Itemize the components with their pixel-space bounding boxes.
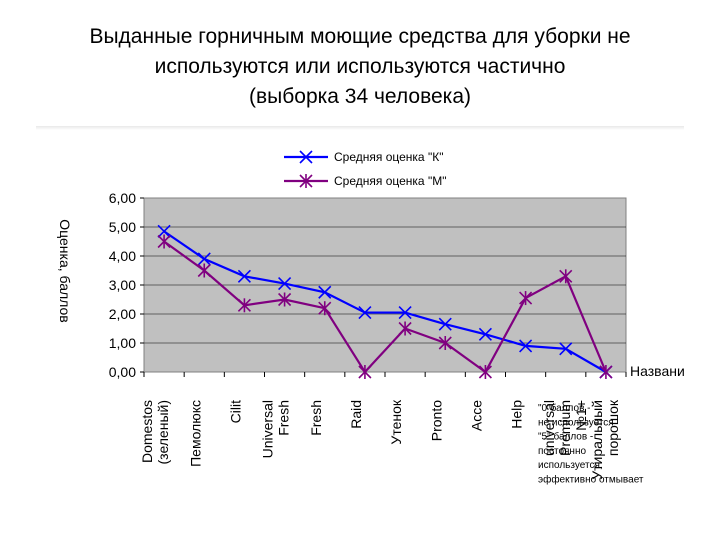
annotation-line: не используется	[538, 417, 614, 428]
slide-title: Выданные горничным моющие средства для у…	[20, 22, 700, 112]
x-category-label: порошок	[605, 399, 621, 456]
annotation-line: используется,	[538, 460, 603, 471]
y-tick-label: 2,00	[109, 306, 136, 322]
title-line-3: (выборка 34 человека)	[249, 85, 471, 108]
data-point	[438, 336, 452, 350]
data-point	[197, 263, 211, 278]
x-category-label: Fresh	[276, 400, 292, 436]
data-point	[478, 365, 492, 379]
data-point	[599, 365, 613, 379]
y-axis-title: Оценка, баллов	[57, 219, 73, 322]
legend-label: Средняя оценка "К"	[334, 150, 443, 164]
legend-entry: Средняя оценка "М"	[284, 174, 446, 188]
x-category-label: №1+	[573, 400, 589, 431]
data-point	[237, 298, 251, 313]
data-point	[278, 292, 292, 307]
x-category-label: Domestos	[139, 400, 155, 463]
data-point-mark	[318, 285, 332, 299]
data-point-mark	[157, 224, 171, 238]
data-point-mark	[438, 317, 452, 331]
data-point	[318, 285, 332, 299]
x-category-label: Help	[509, 400, 525, 429]
data-point	[237, 269, 251, 283]
data-point	[478, 327, 492, 341]
data-point-mark	[398, 305, 412, 320]
data-point-mark	[197, 252, 211, 266]
chart-frame: 0,00 1,00 2,00 3,00 4,00 5,00 6,00 Оценка, балл…	[36, 126, 718, 488]
title-line-1: Выданные горничным моющие средства для у…	[89, 25, 631, 48]
x-category-label: Acce	[468, 400, 484, 431]
x-category-label: (зеленый)	[155, 400, 171, 464]
x-category-label: Пемолюкс	[187, 400, 203, 467]
data-point-mark	[358, 305, 372, 320]
data-point	[318, 301, 332, 316]
data-point	[157, 234, 171, 249]
y-tick-label: 0,00	[109, 364, 136, 380]
x-category-label: Premium	[557, 400, 573, 456]
data-point	[197, 252, 211, 266]
series-line	[163, 240, 607, 374]
y-tick-label: 6,00	[109, 190, 136, 206]
data-point-mark	[519, 339, 533, 353]
data-point	[519, 291, 533, 306]
data-point-mark	[278, 276, 292, 291]
x-category-label: Утиральный	[589, 400, 605, 480]
data-point-mark	[559, 342, 573, 356]
annotation-line: эффективно отмывает	[538, 474, 644, 486]
x-category-label: Утенок	[388, 399, 404, 444]
y-tick-label: 5,00	[109, 219, 136, 235]
x-category-label: Cilit	[227, 400, 243, 423]
legend-label: Средняя оценка "М"	[334, 174, 446, 188]
series-line	[163, 230, 607, 373]
x-category-label: Universal	[260, 400, 276, 458]
data-point	[157, 224, 171, 238]
y-tick-label: 3,00	[109, 277, 136, 293]
annotation-line: постоянно	[538, 446, 586, 457]
title-line-2: используются или используются частично	[154, 55, 566, 78]
data-point	[398, 321, 412, 336]
x-axis-title: Название МС	[630, 363, 684, 379]
annotation-line: "5" баллов -	[538, 431, 593, 443]
x-category-label: Raid	[348, 400, 364, 429]
y-tick-label: 1,00	[109, 335, 136, 351]
data-point	[559, 269, 573, 284]
data-point	[398, 305, 412, 320]
data-point-mark	[478, 327, 492, 341]
data-point	[438, 317, 452, 331]
legend-entry: Средняя оценка "К"	[284, 150, 443, 164]
data-point	[358, 365, 372, 379]
x-category-label: universal	[541, 400, 557, 456]
data-point-mark	[237, 269, 251, 283]
x-category-label: Pronto	[428, 400, 444, 441]
annotation-line: "0"баллов -	[538, 402, 591, 414]
data-point	[519, 339, 533, 353]
data-point	[278, 276, 292, 291]
x-category-label: Fresh	[308, 400, 324, 436]
y-tick-label: 4,00	[109, 248, 136, 264]
data-point	[358, 305, 372, 320]
data-point-mark	[299, 150, 313, 164]
line-chart: 0,00 1,00 2,00 3,00 4,00 5,00 6,00 Оценка, балл…	[57, 150, 718, 486]
data-point	[559, 342, 573, 356]
